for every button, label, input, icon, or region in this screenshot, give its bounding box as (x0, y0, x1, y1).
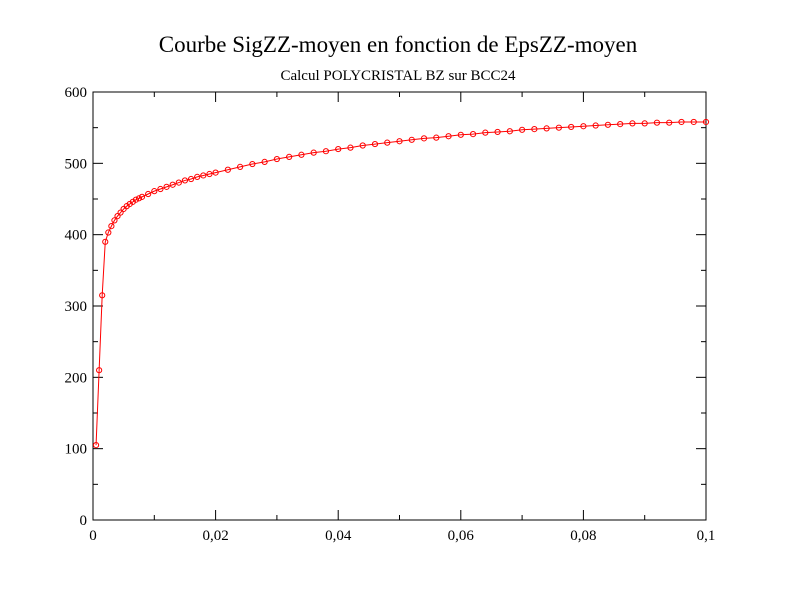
data-point (194, 173, 201, 180)
data-point (629, 120, 636, 127)
data-point (543, 125, 550, 132)
x-tick-label: 0,04 (325, 528, 352, 544)
data-point (592, 122, 599, 129)
y-tick-label: 300 (65, 299, 88, 315)
data-point (206, 170, 213, 178)
x-axis: 0 0,02 0,04 0,06 0,08 0,1 (89, 92, 715, 544)
data-point (151, 188, 158, 195)
data-point (102, 238, 109, 245)
data-point (678, 118, 685, 126)
data-point (519, 126, 526, 133)
data-point (604, 121, 612, 128)
data-point (261, 158, 268, 166)
data-point (408, 136, 415, 143)
data-point (384, 139, 391, 146)
data-point (132, 196, 140, 203)
data-point (200, 172, 207, 179)
data-point (433, 134, 440, 141)
data-point (96, 367, 103, 374)
data-point (108, 223, 115, 230)
plot-frame (92, 91, 707, 521)
x-tick-label: 0,06 (448, 528, 475, 544)
data-point (169, 181, 176, 188)
data-point (298, 151, 305, 158)
data-point (175, 179, 182, 186)
data-point (212, 169, 219, 176)
data-point (237, 163, 244, 170)
data-point (617, 121, 624, 128)
series-line (95, 121, 706, 446)
y-tick-label: 200 (65, 370, 88, 386)
data-point (420, 135, 428, 142)
data-point (181, 177, 189, 184)
x-tick-label: 0,1 (697, 528, 716, 544)
data-point (145, 190, 152, 198)
data-point (494, 128, 501, 136)
data-point (457, 131, 464, 138)
data-point (653, 119, 661, 126)
chart-subtitle: Calcul POLYCRISTAL BZ sur BCC24 (280, 68, 516, 84)
data-point (224, 166, 231, 173)
data-point (506, 128, 513, 135)
data-point (92, 442, 100, 449)
data-point (396, 138, 403, 145)
y-tick-label: 400 (65, 228, 88, 244)
data-point (135, 195, 143, 202)
data-point (157, 185, 164, 193)
series-layer (92, 118, 710, 449)
data-point (568, 123, 575, 131)
x-tick-label: 0 (89, 528, 97, 544)
data-point (580, 123, 587, 130)
data-point (163, 183, 170, 190)
data-point (371, 140, 379, 148)
data-point (359, 142, 366, 149)
data-point (249, 160, 256, 168)
data-point (286, 153, 293, 161)
data-point (105, 229, 112, 236)
data-point (531, 125, 538, 133)
data-point (347, 144, 354, 151)
y-axis: 0 100 200 300 400 500 600 (65, 85, 706, 529)
data-point (117, 209, 124, 216)
data-point (555, 124, 562, 131)
data-point (138, 193, 146, 200)
data-point (641, 120, 648, 127)
data-point (114, 213, 121, 220)
y-tick-label: 600 (65, 85, 88, 101)
data-point (445, 133, 452, 140)
data-point (666, 119, 673, 126)
data-point (335, 145, 342, 153)
data-point (99, 292, 106, 299)
data-point (322, 148, 330, 155)
data-point (111, 217, 118, 224)
data-point (482, 129, 489, 136)
chart-title: Courbe SigZZ-moyen en fonction de EpsZZ-… (159, 32, 638, 57)
data-point (310, 149, 317, 156)
data-point (273, 155, 280, 163)
y-tick-label: 0 (80, 513, 88, 529)
x-tick-label: 0,08 (570, 528, 596, 544)
x-tick-label: 0,02 (202, 528, 228, 544)
data-point (469, 130, 477, 138)
data-point (690, 118, 697, 126)
y-tick-label: 500 (65, 156, 88, 172)
data-point (187, 175, 195, 183)
y-tick-label: 100 (65, 442, 88, 458)
data-point (702, 118, 710, 126)
